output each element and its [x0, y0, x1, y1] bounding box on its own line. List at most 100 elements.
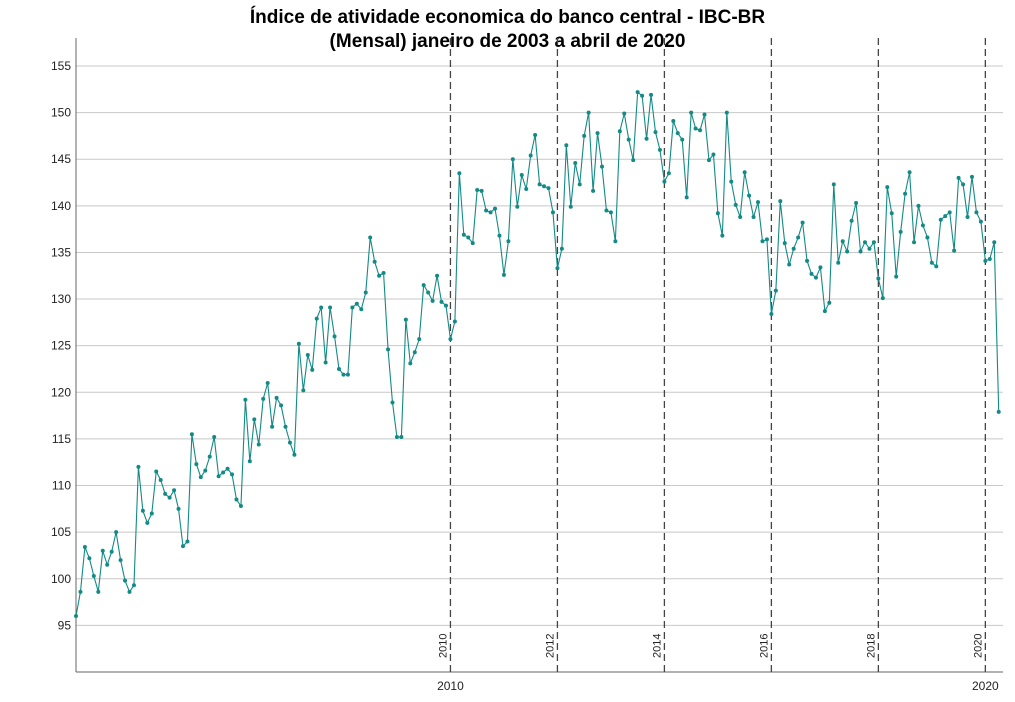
vline-label-2010: 2010	[437, 634, 449, 658]
data-point	[78, 589, 83, 594]
data-point	[546, 186, 551, 191]
data-point	[412, 350, 417, 355]
data-point	[145, 520, 150, 525]
data-point	[386, 347, 391, 352]
data-point	[194, 462, 199, 467]
data-point	[925, 235, 930, 240]
data-point	[996, 409, 1001, 414]
data-point	[586, 110, 591, 115]
data-point	[943, 214, 948, 219]
data-point	[131, 583, 136, 588]
data-point	[956, 175, 961, 180]
y-tick-label-95: 95	[58, 618, 72, 632]
data-point	[345, 372, 350, 377]
data-point	[274, 395, 279, 400]
data-point	[706, 158, 711, 163]
data-point	[867, 246, 872, 251]
data-point	[381, 270, 386, 275]
data-point	[671, 118, 676, 123]
data-point	[564, 143, 569, 148]
data-point	[550, 210, 555, 215]
data-point	[738, 215, 743, 220]
data-point	[880, 296, 885, 301]
data-point	[140, 508, 145, 513]
data-point	[501, 272, 506, 277]
data-point	[613, 239, 618, 244]
data-point	[127, 589, 132, 594]
data-point	[506, 239, 511, 244]
y-tick-label-145: 145	[51, 152, 71, 166]
data-point	[292, 452, 297, 457]
data-point	[831, 182, 836, 187]
data-point	[969, 174, 974, 179]
data-point	[82, 545, 87, 550]
data-point	[252, 417, 257, 422]
data-point	[466, 235, 471, 240]
data-point	[484, 208, 489, 213]
data-point	[408, 361, 413, 366]
data-point	[261, 396, 266, 401]
data-point	[230, 472, 235, 477]
y-tick-label-100: 100	[51, 572, 71, 586]
data-point	[907, 170, 912, 175]
data-point	[189, 432, 194, 437]
x-axis-ticks: 2010 2020	[437, 679, 999, 693]
data-point	[796, 235, 801, 240]
data-point	[493, 206, 498, 211]
data-point	[649, 92, 654, 97]
y-tick-label-105: 105	[51, 525, 71, 539]
data-point	[417, 337, 422, 342]
vline-label-2020: 2020	[972, 634, 984, 658]
data-point	[965, 215, 970, 220]
data-point	[91, 573, 96, 578]
data-point	[403, 317, 408, 322]
data-point	[711, 152, 716, 157]
data-point	[359, 307, 364, 312]
data-point	[270, 424, 275, 429]
y-tick-label-110: 110	[52, 479, 71, 493]
data-point	[172, 488, 177, 493]
y-tick-label-120: 120	[51, 385, 71, 399]
data-point	[279, 403, 284, 408]
vline-label-2018: 2018	[865, 634, 877, 658]
data-point	[372, 259, 377, 264]
data-point	[105, 562, 110, 567]
data-point	[149, 511, 154, 516]
x-tick-label-2020: 2020	[972, 679, 999, 693]
data-point	[595, 131, 600, 136]
data-point	[310, 367, 315, 372]
data-point	[154, 469, 159, 474]
data-point	[947, 210, 952, 215]
data-point	[497, 233, 502, 238]
data-point	[854, 201, 859, 206]
data-point	[978, 219, 983, 224]
data-point	[862, 240, 867, 245]
data-point	[488, 210, 493, 215]
y-tick-label-115: 115	[52, 432, 71, 446]
data-point	[787, 262, 792, 267]
data-point	[778, 199, 783, 204]
data-point	[123, 578, 128, 583]
data-point	[363, 290, 368, 295]
data-point	[800, 220, 805, 225]
data-point	[577, 182, 582, 187]
data-point	[283, 424, 288, 429]
data-point	[87, 556, 92, 561]
data-point	[185, 539, 190, 544]
data-point	[680, 137, 685, 142]
data-point	[176, 506, 181, 511]
data-point	[399, 435, 404, 440]
data-point	[461, 232, 466, 237]
data-point	[537, 182, 542, 187]
data-point	[747, 193, 752, 198]
data-point	[163, 491, 168, 496]
data-point	[426, 290, 431, 295]
data-point	[635, 90, 640, 95]
data-point	[515, 204, 520, 209]
data-point	[296, 341, 301, 346]
data-point	[435, 273, 440, 278]
grid-lines	[76, 65, 1003, 626]
data-point	[836, 260, 841, 265]
